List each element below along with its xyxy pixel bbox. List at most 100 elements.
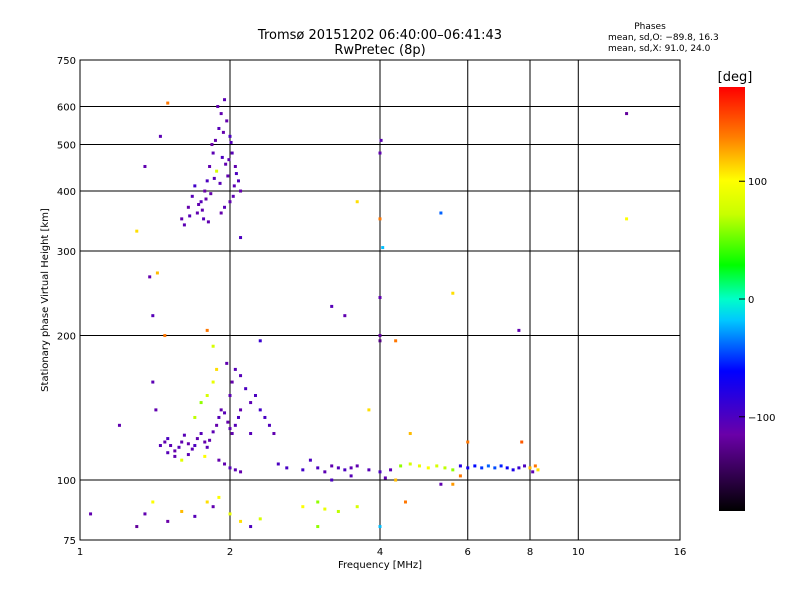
data-point <box>378 334 382 338</box>
data-point <box>493 466 497 470</box>
data-point <box>205 328 209 332</box>
data-point <box>218 181 222 185</box>
data-point <box>216 105 220 109</box>
data-point <box>272 432 276 436</box>
data-point <box>234 172 238 176</box>
plot-grid <box>80 60 680 540</box>
data-point <box>330 464 334 468</box>
data-point <box>323 470 327 474</box>
data-point <box>182 433 186 437</box>
data-point <box>195 437 199 441</box>
phase-o-stats: mean, sd,O: −89.8, 16.3 <box>608 33 719 43</box>
data-point <box>625 217 629 221</box>
data-point <box>190 194 194 198</box>
data-point <box>225 361 229 365</box>
data-point <box>239 470 243 474</box>
data-point <box>276 462 280 466</box>
data-point <box>186 442 190 446</box>
phase-x-stats: mean, sd,X: 91.0, 24.0 <box>608 44 711 54</box>
data-point <box>394 339 398 343</box>
data-point <box>117 423 121 427</box>
colorbar-ticks: 100 0 −100 <box>739 177 775 424</box>
data-point <box>355 505 359 509</box>
data-point <box>517 328 521 332</box>
data-point <box>316 466 320 470</box>
data-point <box>151 500 155 504</box>
data-point <box>228 512 232 516</box>
data-point <box>239 519 243 523</box>
data-point <box>225 119 229 123</box>
data-point <box>239 408 243 412</box>
data-point <box>253 394 257 398</box>
data-point <box>285 466 289 470</box>
data-point <box>208 164 212 168</box>
chart-title: Tromsø 20151202 06:40:00–06:41:43 <box>257 28 503 43</box>
data-point <box>180 458 184 462</box>
data-point <box>239 189 243 193</box>
data-point <box>215 423 219 427</box>
data-point <box>232 184 236 188</box>
y-tick-label: 200 <box>57 332 76 343</box>
data-point <box>239 374 243 378</box>
data-point <box>330 304 334 308</box>
data-point <box>221 130 225 134</box>
data-point <box>208 438 212 442</box>
data-point <box>169 444 173 448</box>
data-point <box>378 296 382 300</box>
y-tick-label: 400 <box>57 187 76 198</box>
data-point <box>205 179 209 183</box>
chart-subtitle: RwPretec (8p) <box>334 43 426 58</box>
data-point <box>301 505 305 509</box>
data-point <box>229 140 233 144</box>
data-point <box>244 387 248 391</box>
data-point <box>451 468 455 472</box>
data-point <box>213 138 217 142</box>
data-point <box>166 437 170 441</box>
data-point <box>336 509 340 513</box>
data-point <box>520 440 524 444</box>
data-point <box>223 462 227 466</box>
data-point <box>180 509 184 513</box>
data-point <box>499 464 503 468</box>
data-point <box>258 408 262 412</box>
data-point <box>517 466 521 470</box>
data-point <box>336 466 340 470</box>
data-point <box>249 401 253 405</box>
data-point <box>188 214 192 218</box>
data-point <box>154 408 158 412</box>
x-tick-label: 16 <box>674 547 687 558</box>
data-point <box>200 208 204 212</box>
data-point <box>403 500 407 504</box>
data-point <box>301 468 305 472</box>
data-point <box>193 184 197 188</box>
data-point <box>226 420 230 424</box>
data-point <box>230 151 234 155</box>
data-point <box>230 380 234 384</box>
data-point <box>143 164 147 168</box>
data-point <box>180 217 184 221</box>
data-point <box>227 158 231 162</box>
data-point <box>173 449 177 453</box>
data-point <box>249 432 253 436</box>
data-point <box>389 468 393 472</box>
data-point <box>143 512 147 516</box>
data-point <box>466 440 470 444</box>
data-point <box>381 246 385 250</box>
data-point <box>408 432 412 436</box>
data-point <box>226 174 230 178</box>
data-point <box>193 415 197 419</box>
data-point <box>267 423 271 427</box>
data-point <box>349 474 353 478</box>
data-point <box>486 464 490 468</box>
data-point <box>215 367 219 371</box>
data-point <box>186 205 190 209</box>
data-point <box>220 155 224 159</box>
colorbar-title: [deg] <box>717 70 753 85</box>
data-point <box>148 275 152 279</box>
data-point <box>528 466 532 470</box>
data-point <box>531 470 535 474</box>
data-point <box>316 500 320 504</box>
plot-frame <box>79 59 681 541</box>
data-point <box>219 211 223 215</box>
data-point <box>219 408 223 412</box>
